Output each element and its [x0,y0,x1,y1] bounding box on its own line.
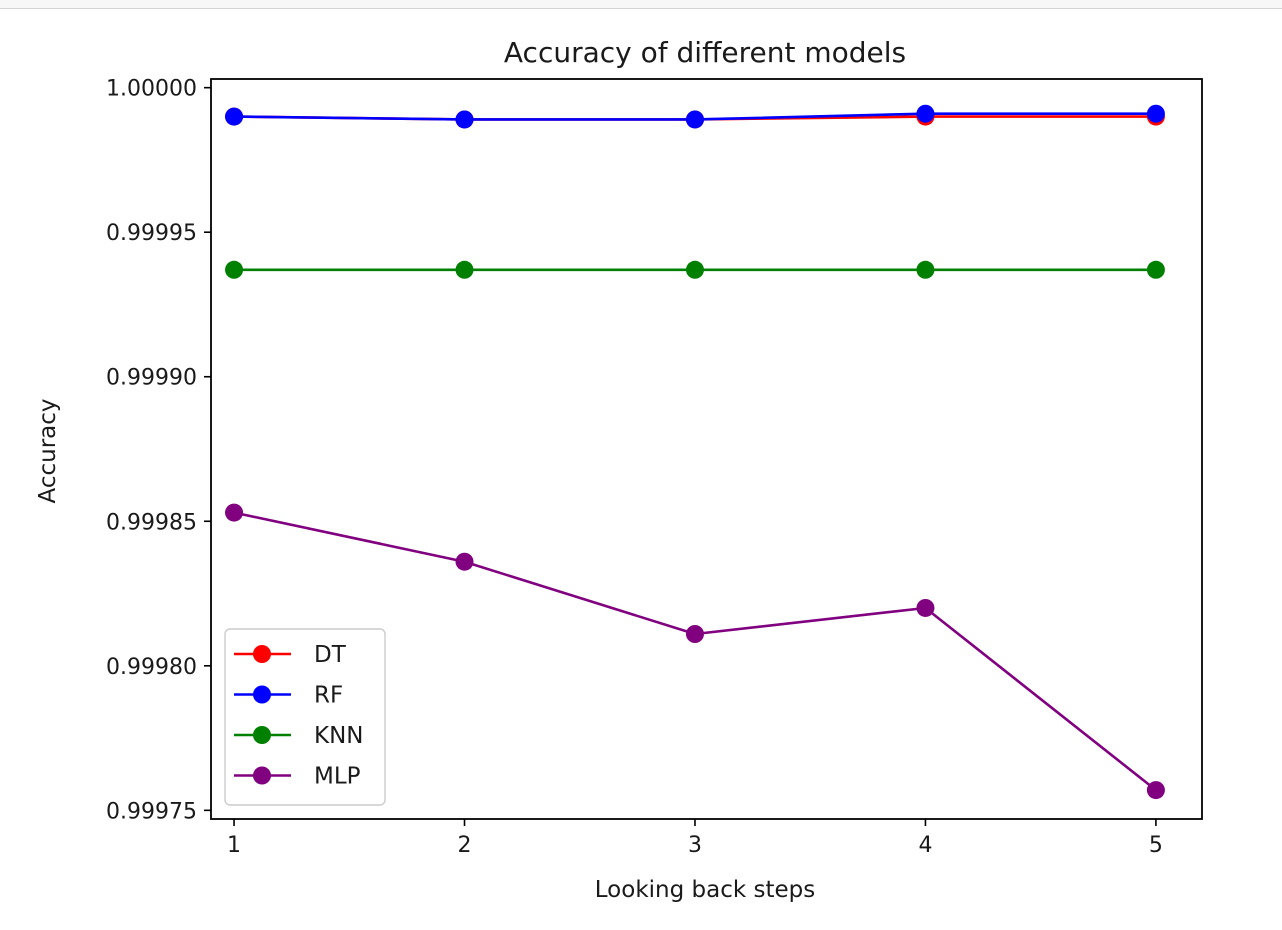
data-point-rf [455,110,474,129]
y-tick-label: 0.99980 [106,655,197,680]
data-point-knn [1146,260,1165,279]
y-axis-title: Accuracy [35,398,61,503]
series-rf [225,104,1165,129]
legend-label-mlp: MLP [314,764,361,790]
x-tick-label: 5 [1149,833,1163,858]
series-mlp [225,503,1165,800]
legend-item-rf[interactable]: RF [234,683,343,709]
data-point-mlp [916,598,935,617]
data-point-knn [685,260,704,279]
legend-marker-mlp [253,766,271,785]
y-tick-label: 0.99995 [106,221,197,246]
data-point-knn [225,260,244,279]
data-point-knn [916,260,935,279]
legend-box [224,628,386,806]
x-tick-label: 3 [688,833,702,858]
data-point-rf [916,104,935,123]
x-tick-label: 1 [227,833,241,858]
x-tick-label: 2 [458,833,472,858]
y-tick-label: 0.99985 [106,510,197,535]
data-point-mlp [1146,781,1165,800]
legend-item-mlp[interactable]: MLP [234,764,361,790]
x-axis-title: Looking back steps [595,877,815,903]
top-border-strip [0,0,1282,9]
series-knn [225,260,1165,279]
legend-marker-knn [253,726,271,744]
x-tick-label: 4 [918,833,932,858]
data-point-mlp [685,625,704,643]
y-tick-label: 1.00000 [106,77,197,102]
data-point-knn [455,260,474,279]
y-tick-label: 0.99990 [106,366,197,391]
plot-area-frame [210,78,1203,820]
chart-title: Accuracy of different models [504,36,906,69]
y-tick-label: 0.99975 [106,799,197,824]
data-point-rf [225,107,244,126]
legend-label-dt: DT [314,642,347,668]
y-axis-ticks: 0.99975 0.99980 0.99985 0.99990 0.99995 1.000… [106,77,211,824]
x-axis-ticks: 1 2 3 4 5 [227,819,1163,858]
legend-label-knn: KNN [314,723,364,749]
data-point-rf [685,110,704,129]
legend-item-dt[interactable]: DT [234,642,347,668]
data-point-mlp [455,552,474,571]
legend-marker-dt [253,645,271,663]
legend-marker-rf [253,685,271,704]
legend-label-rf: RF [314,683,343,709]
legend[interactable]: DT RF KNN MLP [224,628,386,806]
data-point-mlp [225,503,244,522]
legend-item-knn[interactable]: KNN [234,723,364,749]
series-layer [225,104,1165,800]
data-point-rf [1146,104,1165,123]
